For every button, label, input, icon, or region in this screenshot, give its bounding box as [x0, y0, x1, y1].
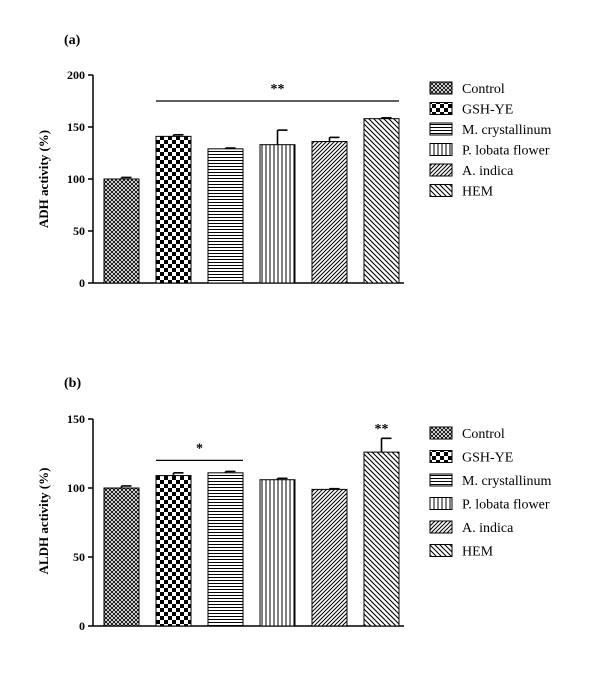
panel-a-ylabel: ADH activity (%): [36, 130, 51, 228]
panel-a-ytick-label: 150: [67, 120, 85, 134]
panel-a-ytick-label: 50: [73, 224, 85, 238]
panel-b-bar-m-crystallinum: [207, 472, 244, 627]
panel-b-legend-swatch: [429, 473, 453, 487]
panel-a-legend-swatch: [429, 122, 453, 136]
svg-text:**: **: [375, 422, 389, 437]
panel-a-error-bar: [172, 134, 184, 137]
panel-b-bar-a-indica: [311, 488, 348, 627]
panel-a-bar-gsh-ye: [155, 135, 192, 284]
panel-a-legend-swatch: [429, 184, 453, 197]
panel-a-legend-swatch: [429, 81, 453, 95]
panel-a-bar-a-indica: [311, 141, 348, 284]
panel-b-label: (b): [64, 376, 81, 391]
panel-a-legend-label: A. indica: [462, 164, 514, 179]
panel-b-legend-swatch: [429, 497, 453, 510]
panel-b-bar-control: [103, 487, 140, 627]
panel-a-bar-m-crystallinum: [207, 148, 244, 284]
panel-b-legend-swatch: [429, 544, 453, 557]
panel-a-ytick-label: 100: [67, 172, 85, 186]
panel-b-error-bar: [224, 470, 236, 473]
panel-b-legend-swatch: [429, 426, 453, 440]
svg-text:**: **: [271, 82, 285, 97]
panel-b-legend-label: A. indica: [462, 521, 514, 536]
panel-a-legend-label: M. crystallinum: [462, 123, 552, 138]
panel-b-significance: **: [375, 422, 389, 437]
panel-a-error-bar: [328, 136, 340, 142]
panel-b-bar-hem: [363, 451, 400, 627]
svg-text:*: *: [196, 441, 203, 456]
panel-a-legend-label: Control: [462, 82, 505, 97]
panel-a-legend-label: HEM: [462, 185, 494, 200]
panel-a-ytick-label: 0: [79, 276, 85, 290]
panel-b-bar-p-lobata-flower: [259, 479, 296, 627]
panel-a-legend-label: P. lobata flower: [462, 144, 550, 159]
panel-a-ytick-label: 200: [67, 68, 85, 82]
panel-b-legend-label: HEM: [462, 545, 494, 560]
panel-a-error-bar: [380, 117, 392, 119]
panel-b-error-bar: [276, 477, 288, 480]
panel-b-legend-swatch: [429, 450, 453, 463]
panel-a-error-bar: [224, 147, 236, 149]
panel-a-legend-swatch: [429, 143, 453, 156]
panel-a-legend: Control GSH-YE M. crystallinum P. lobata fl…: [429, 81, 552, 200]
panel-b-legend-label: Control: [462, 427, 505, 442]
panel-b-ytick-label: 50: [73, 550, 85, 564]
panel-a-legend-swatch: [429, 102, 453, 115]
panel-a-error-bar: [276, 129, 288, 145]
panel-a-bar-control: [103, 178, 140, 284]
panel-b-legend-label: M. crystallinum: [462, 474, 552, 489]
panel-b-ytick-label: 150: [67, 412, 85, 426]
panel-a-bar-p-lobata-flower: [259, 144, 296, 284]
panel-a-significance: **: [156, 82, 399, 102]
panel-a-bar-hem: [363, 118, 400, 284]
panel-b-ylabel: ALDH activity (%): [36, 468, 51, 575]
panel-b-error-bar: [120, 485, 132, 488]
panel-b-ytick-label: 100: [67, 481, 85, 495]
panel-a-error-bar: [120, 176, 132, 179]
panel-b-legend-swatch: [429, 520, 453, 534]
panel-b-legend: Control GSH-YE M. crystallinum P. lobata fl…: [429, 426, 552, 560]
panel-b-bar-gsh-ye: [155, 475, 192, 627]
panel-a-legend-label: GSH-YE: [462, 103, 513, 118]
panel-b-significance: *: [156, 441, 243, 462]
panel-a-chart: (a) ADH activity (%) 0 50 100 150 200 ** Con…: [36, 33, 552, 290]
panel-b-legend-label: P. lobata flower: [462, 498, 550, 513]
panel-a-legend-swatch: [429, 163, 453, 177]
panel-b-ytick-label: 0: [79, 619, 85, 633]
panel-a-label: (a): [64, 33, 81, 48]
panel-b-error-bar: [380, 437, 392, 453]
panel-b-error-bar: [172, 472, 184, 476]
panel-b-legend-label: GSH-YE: [462, 451, 513, 466]
panel-b-error-bar: [328, 487, 340, 490]
